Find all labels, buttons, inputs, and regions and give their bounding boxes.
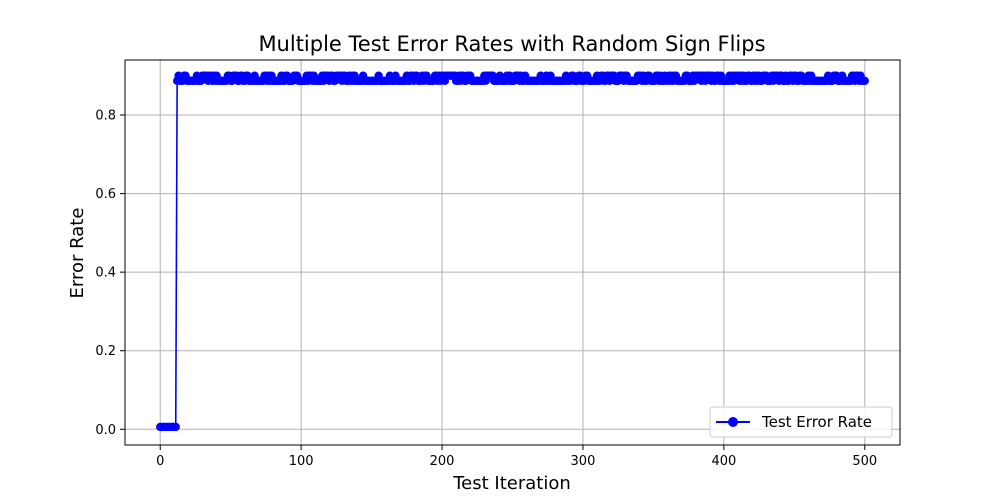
legend-box xyxy=(709,406,893,438)
x-tick-label: 0 xyxy=(156,454,164,469)
y-axis-title: Error Rate xyxy=(67,208,88,299)
grid-lines xyxy=(125,60,900,445)
y-tick-label: 0.6 xyxy=(95,187,116,202)
data-point xyxy=(171,422,180,432)
legend-dot-marker xyxy=(728,417,738,427)
legend: Test Error Rate xyxy=(709,406,893,438)
y-tick-label: 0.2 xyxy=(95,344,116,359)
y-tick-label: 0.0 xyxy=(95,423,116,438)
y-tick-label: 0.4 xyxy=(95,266,116,281)
x-tick-label: 300 xyxy=(571,454,596,469)
chart-title: Multiple Test Error Rates with Random Si… xyxy=(258,32,765,56)
x-tick-label: 500 xyxy=(852,454,877,469)
legend-label: Test Error Rate xyxy=(761,413,872,431)
plot-frame xyxy=(124,59,901,446)
x-axis-title: Test Iteration xyxy=(452,473,571,494)
axis-ticks: 0 100 200 300 400 500 0.0 0.2 0.4 0.6 0.8 xyxy=(95,109,877,470)
x-tick-label: 100 xyxy=(289,454,314,469)
series-line xyxy=(160,74,865,428)
series-test-error-rate xyxy=(156,71,869,432)
y-tick-label: 0.8 xyxy=(95,109,116,124)
x-tick-label: 400 xyxy=(711,454,736,469)
x-tick-label: 200 xyxy=(430,454,455,469)
data-point xyxy=(860,76,869,86)
